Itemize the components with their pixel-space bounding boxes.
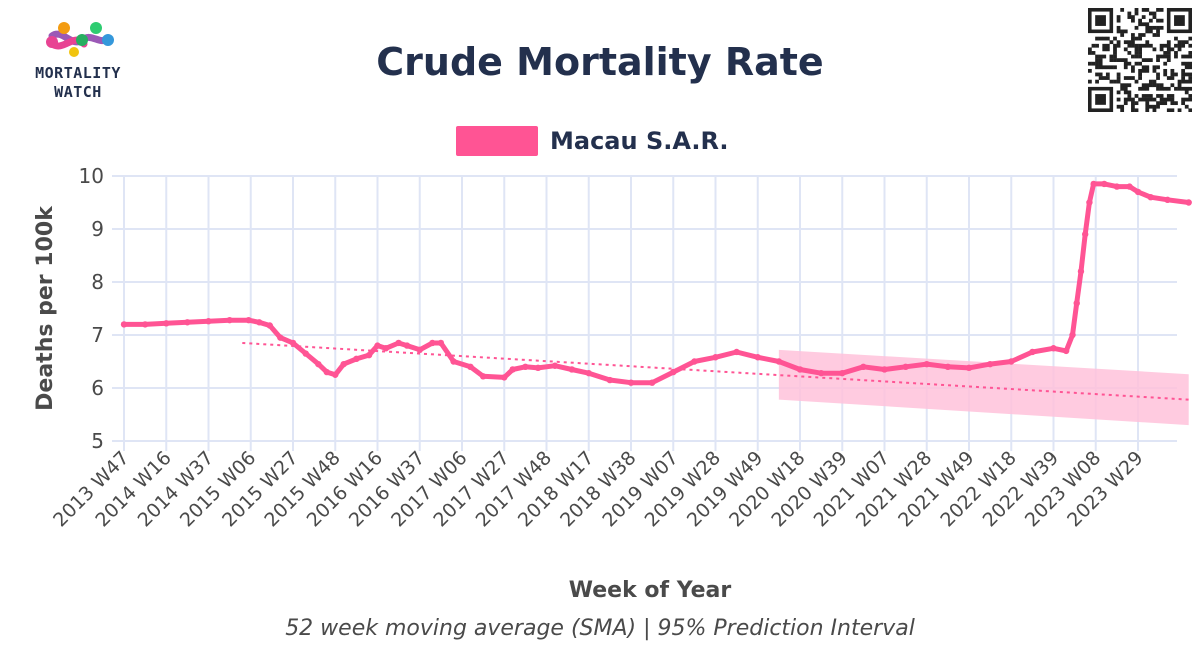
data-point [302,350,309,357]
data-point [429,339,436,347]
data-point [403,342,411,349]
y-tick-label: 9 [91,217,104,241]
x-axis-title: Week of Year [568,578,732,603]
data-point [585,369,592,377]
data-point [881,366,888,373]
data-point [332,371,339,378]
data-point [437,339,445,347]
data-point [1113,183,1121,190]
grid [112,175,1177,451]
legend-swatch [456,126,538,156]
data-point [365,351,373,359]
data-point [551,362,559,369]
data-point [416,346,423,354]
data-point [120,321,128,328]
data-point [754,354,761,361]
data-point [323,368,330,376]
data-point [1077,268,1085,275]
data-point [986,360,994,368]
data-point [1073,300,1080,307]
data-point [606,376,614,384]
data-point [374,342,381,349]
data-point [522,363,529,370]
logo-line-2: WATCH [54,83,102,101]
data-point [509,366,516,373]
data-point [1008,358,1015,365]
mortality-watch-logo [46,22,114,57]
data-point [277,334,284,341]
legend-label: Macau S.A.R. [550,127,729,155]
data-point [226,316,233,324]
data-point [902,363,909,370]
data-point [1069,331,1076,339]
data-point [315,360,322,368]
data-point [479,373,487,380]
data-point [256,319,263,326]
legend[interactable]: Macau S.A.R. [456,124,729,158]
data-point [1062,347,1070,355]
qr-code-icon [1088,8,1192,112]
data-point [860,363,867,370]
data-point [1126,183,1133,190]
data-point [670,368,677,376]
logo-icon [46,22,114,57]
logo-line-1: MORTALITY [35,64,121,82]
data-point [1164,196,1171,204]
data-point [501,374,508,381]
data-point [205,318,212,325]
data-point [1029,348,1036,356]
data-point [1086,199,1093,206]
y-tick-label: 10 [79,164,104,188]
data-point [1090,180,1097,188]
data-point [450,358,457,365]
chart-title: Crude Mortality Rate [376,40,824,84]
data-point [1134,188,1142,196]
data-point [965,364,973,372]
data-point [1185,199,1192,206]
data-point [245,316,252,324]
data-point [817,369,825,377]
data-point [923,360,930,368]
data-point [353,355,360,363]
y-tick-label: 6 [91,376,104,400]
data-point [1050,345,1057,352]
data-point [839,369,846,377]
series-line [121,181,1192,386]
series-points [120,180,1192,386]
chart-subtitle: 52 week moving average (SMA) | 95% Predi… [285,616,915,641]
data-point [467,363,474,370]
data-point [944,363,952,370]
data-point [796,366,804,373]
data-point [568,366,576,373]
logo-text: MORTALITY WATCH [8,64,148,102]
y-axis-title: Deaths per 100k [33,205,58,411]
data-point [775,358,783,365]
data-point [266,322,273,329]
data-point [627,379,635,386]
data-point [289,339,297,347]
data-point [163,320,170,327]
data-point [712,354,719,361]
data-point [184,319,191,326]
data-point [340,360,347,368]
data-point [1081,231,1089,238]
data-point [141,321,149,328]
y-tick-label: 8 [91,270,104,294]
data-point [1101,180,1108,188]
data-point [382,345,390,352]
data-point [395,339,402,347]
data-point [733,348,740,356]
data-point [691,358,698,365]
y-tick-label: 7 [91,323,104,347]
data-point [648,379,656,386]
data-point [1147,194,1154,201]
y-tick-label: 5 [91,429,104,453]
data-point [534,364,542,372]
